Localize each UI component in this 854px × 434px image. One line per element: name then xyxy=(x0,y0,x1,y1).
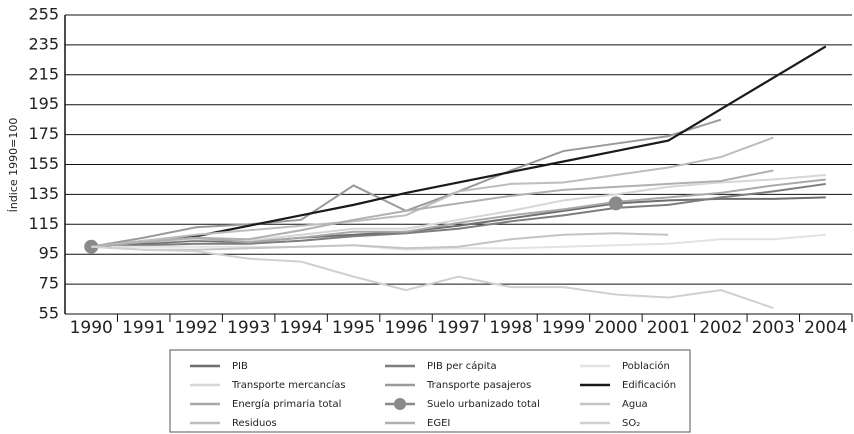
legend-box xyxy=(169,349,691,433)
x-tick-label: 1990 xyxy=(70,318,113,338)
x-tick-label: 2001 xyxy=(647,318,690,338)
legend-label: Agua xyxy=(622,399,648,410)
x-tick-label: 1998 xyxy=(489,318,532,338)
y-tick-label: 115 xyxy=(28,214,59,233)
y-tick-label: 195 xyxy=(28,94,59,113)
series-line xyxy=(91,245,774,309)
legend-label: Edificación xyxy=(622,379,676,391)
x-tick-label: 1994 xyxy=(279,318,322,338)
legend-label: Población xyxy=(622,360,670,372)
x-tick-label: 1995 xyxy=(332,318,375,338)
legend-label: Residuos xyxy=(232,418,277,429)
series-line xyxy=(91,45,827,248)
legend-label: EGEI xyxy=(427,418,450,429)
y-tick-label: 75 xyxy=(39,274,59,293)
series-line xyxy=(91,118,722,248)
x-tick-label: 1992 xyxy=(175,318,218,338)
y-tick-label: 235 xyxy=(28,34,59,53)
x-tick-label: 2004 xyxy=(804,318,847,338)
y-tick-label: 135 xyxy=(28,184,59,203)
x-tick-label: 1991 xyxy=(122,318,165,338)
x-tick-label: 1999 xyxy=(542,318,585,338)
y-tick-label: 95 xyxy=(39,244,59,263)
y-tick-label: 215 xyxy=(28,64,59,83)
legend-label: PIB per cápita xyxy=(427,360,497,372)
y-tick-label: 255 xyxy=(28,5,59,24)
x-tick-label: 2000 xyxy=(594,318,637,338)
series-line xyxy=(91,182,826,248)
y-axis-label: Índice 1990=100 xyxy=(7,118,20,213)
series-line xyxy=(91,232,669,251)
legend-label: Suelo urbanizado total xyxy=(427,399,540,410)
series-line xyxy=(91,178,826,248)
x-tick-label: 2003 xyxy=(752,318,795,338)
y-tick-label: 155 xyxy=(28,154,59,173)
legend-label: Transporte mercancías xyxy=(231,379,346,391)
legend-marker xyxy=(394,398,406,410)
x-tick-label: 2002 xyxy=(699,318,742,338)
line-marker xyxy=(608,196,623,211)
x-tick-label: 1993 xyxy=(227,318,270,338)
legend-label: Transporte pasajeros xyxy=(426,380,531,391)
x-tick-label: 1996 xyxy=(384,318,427,338)
series-line xyxy=(91,233,826,251)
y-tick-label: 175 xyxy=(28,124,59,143)
series-line xyxy=(91,136,774,248)
legend-label: SO₂ xyxy=(622,418,640,429)
legend-label: Energía primaria total xyxy=(232,398,341,410)
x-tick-label: 1997 xyxy=(437,318,480,338)
legend-label: PIB xyxy=(232,361,248,372)
y-tick-label: 55 xyxy=(39,304,59,323)
series-line xyxy=(91,169,774,248)
